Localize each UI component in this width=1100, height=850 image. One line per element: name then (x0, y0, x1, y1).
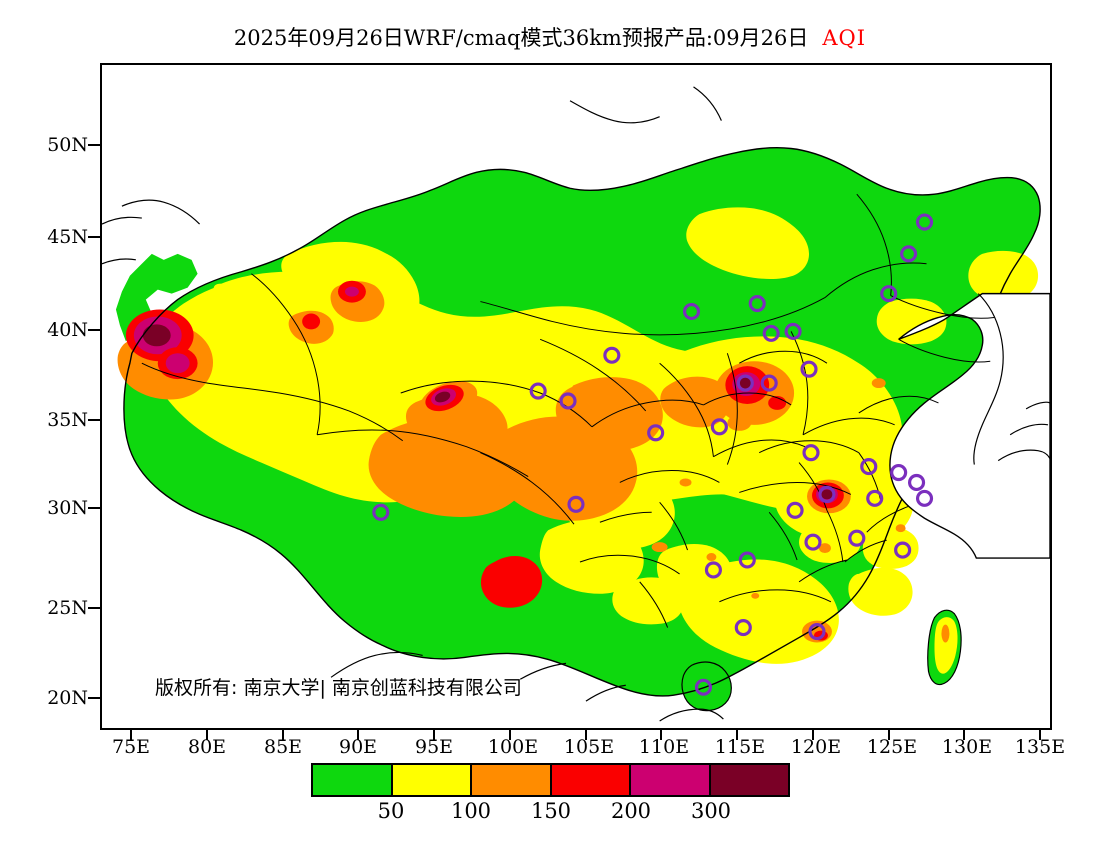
xtick-mark-125E (888, 730, 890, 740)
xtick-mark-110E (660, 730, 662, 740)
colorbar-segment-good (313, 765, 393, 795)
colorbar-segment-hazardous (710, 765, 788, 795)
hotspot-qinghai (419, 381, 478, 419)
province-boundaries (141, 193, 995, 628)
xtick-mark-100E (509, 730, 511, 740)
xtick-mark-85E (282, 730, 284, 740)
xtick-mark-80E (206, 730, 208, 740)
xtick-label-125E: 125E (866, 736, 918, 758)
ytick-mark-20N (88, 697, 100, 699)
xtick-label-105E: 105E (563, 736, 615, 758)
copyright-notice: 版权所有: 南京大学| 南京创蓝科技有限公司 (155, 677, 522, 699)
colorbar-segments (311, 763, 790, 797)
zone-yellow-northeast-patch (968, 250, 1039, 301)
mongolia-russia-outline (569, 86, 722, 124)
ytick-mark-35N (88, 419, 100, 421)
xtick-label-115E: 115E (714, 736, 766, 758)
korea-peninsula-outline (973, 293, 1004, 465)
title-variable-label: AQI (822, 26, 867, 50)
xtick-mark-115E (736, 730, 738, 740)
colorbar-label-100: 100 (450, 799, 492, 823)
xtick-label-135E: 135E (1014, 736, 1066, 758)
hotspot-hubei (801, 474, 861, 521)
xtick-mark-90E (357, 730, 359, 740)
colorbar-segment-very-unhealthy (631, 765, 711, 795)
zone-orange-qinghai-east (555, 377, 663, 451)
ytick-label-35N: 35N (47, 409, 88, 431)
xtick-mark-130E (963, 730, 965, 740)
xtick-label-80E: 80E (187, 736, 227, 758)
colorbar-segment-unhealthy (551, 765, 631, 795)
hotspot-kashgar (125, 309, 198, 380)
xtick-label-100E: 100E (487, 736, 539, 758)
ytick-label-40N: 40N (47, 319, 88, 341)
south-external-borders (330, 651, 724, 722)
ytick-mark-45N (88, 236, 100, 238)
xtick-mark-75E (130, 730, 132, 740)
northwest-external-borders (102, 199, 201, 265)
xtick-label-90E: 90E (338, 736, 378, 758)
ytick-mark-30N (88, 507, 100, 509)
colorbar-label-150: 150 (530, 799, 572, 823)
orange-specks (651, 378, 906, 599)
xtick-label-85E: 85E (263, 736, 303, 758)
city-station-markers (372, 213, 934, 696)
map-plot-frame (100, 63, 1052, 730)
ytick-label-30N: 30N (47, 497, 88, 519)
ytick-label-45N: 45N (47, 226, 88, 248)
zone-yellow-fujian-coast (848, 567, 913, 616)
colorbar-segment-moderate (392, 765, 472, 795)
colorbar-tick-labels: 50 100 150 200 300 (311, 799, 790, 825)
page-title: 2025年09月26日WRF/cmaq模式36km预报产品:09月26日 AQI (0, 22, 1100, 52)
colorbar-label-200: 200 (610, 799, 652, 823)
xtick-label-75E: 75E (111, 736, 151, 758)
zone-red-southern-tibet (480, 555, 543, 608)
ytick-label-20N: 20N (47, 687, 88, 709)
hotspot-north-xinjiang (338, 280, 366, 303)
xtick-label-130E: 130E (941, 736, 993, 758)
xtick-mark-105E (585, 730, 587, 740)
title-main-text: 2025年09月26日WRF/cmaq模式36km预报产品:09月26日 (233, 26, 809, 50)
xtick-label-95E: 95E (414, 736, 454, 758)
ytick-label-25N: 25N (47, 597, 88, 619)
colorbar-segment-unhealthy-sensitive (472, 765, 552, 795)
xtick-label-110E: 110E (638, 736, 690, 758)
ytick-label-50N: 50N (47, 134, 88, 156)
ytick-mark-50N (88, 144, 100, 146)
ytick-mark-40N (88, 329, 100, 331)
zone-yellow-inner-mongolia-north (686, 207, 810, 280)
east-islands-outline (997, 401, 1050, 462)
zone-orange-gansu-patch (660, 376, 730, 428)
ytick-mark-25N (88, 607, 100, 609)
xtick-mark-135E (1039, 730, 1041, 740)
taiwan-island (927, 609, 962, 686)
colorbar-label-50: 50 (377, 799, 405, 823)
aqi-colorbar (311, 763, 790, 797)
xtick-mark-95E (433, 730, 435, 740)
xtick-mark-120E (812, 730, 814, 740)
xtick-label-120E: 120E (790, 736, 842, 758)
zone-yellow-guangxi-patch (612, 577, 685, 625)
aqi-contour-map (102, 86, 1050, 722)
colorbar-label-300: 300 (690, 799, 732, 823)
hotspot-xinjiang-small-b (302, 313, 321, 330)
